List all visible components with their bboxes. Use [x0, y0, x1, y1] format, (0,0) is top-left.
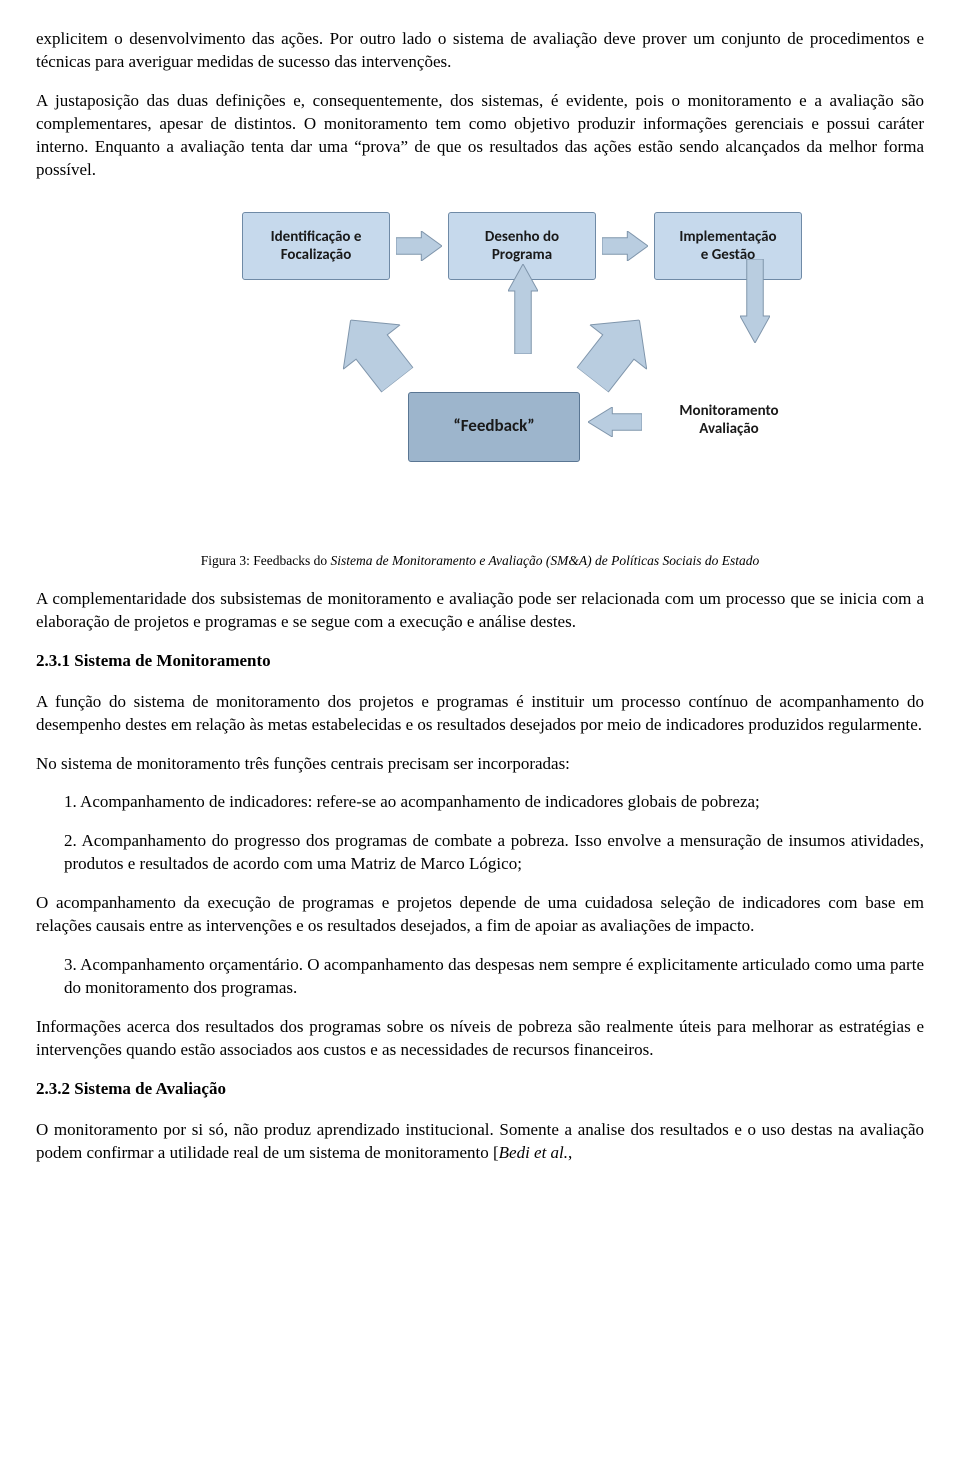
paragraph: A complementaridade dos subsistemas de m… — [36, 588, 924, 634]
paragraph: No sistema de monitoramento três funções… — [36, 753, 924, 776]
flowchart-arrow-a1 — [396, 231, 442, 261]
citation: Bedi et al. — [499, 1143, 568, 1162]
flowchart-diagram: Identificação eFocalizaçãoDesenho doProg… — [160, 202, 800, 542]
flowchart-arrow-a5 — [322, 298, 426, 402]
caption-italic: Sistema de Monitoramento e Avaliação (SM… — [331, 553, 760, 568]
list-item: 3. Acompanhamento orçamentário. O acompa… — [36, 954, 924, 1000]
paragraph: A justaposição das duas definições e, co… — [36, 90, 924, 182]
flowchart-arrow-a6 — [508, 264, 538, 354]
paragraph: O monitoramento por si só, não produz ap… — [36, 1119, 924, 1165]
flowchart-node-identificacao: Identificação eFocalização — [242, 212, 390, 280]
flowchart-node-feedback: “Feedback” — [408, 392, 580, 462]
flowchart-node-monitoramento: MonitoramentoAvaliação — [648, 378, 810, 462]
flowchart-node-implementacao: Implementaçãoe Gestão — [654, 212, 802, 280]
figure-caption: Figura 3: Feedbacks do Sistema de Monito… — [36, 552, 924, 570]
flowchart-arrow-a2 — [602, 231, 648, 261]
paragraph: explicitem o desenvolvimento das ações. … — [36, 28, 924, 74]
section-heading: 2.3.2 Sistema de Avaliação — [36, 1078, 924, 1101]
paragraph: Informações acerca dos resultados dos pr… — [36, 1016, 924, 1062]
caption-lead: Figura 3: Feedbacks do — [201, 553, 331, 568]
list-item: 2. Acompanhamento do progresso dos progr… — [36, 830, 924, 876]
paragraph-text: , — [568, 1143, 572, 1162]
paragraph-text: O monitoramento por si só, não produz ap… — [36, 1120, 924, 1162]
paragraph: O acompanhamento da execução de programa… — [36, 892, 924, 938]
flowchart-arrow-a3 — [740, 259, 770, 343]
flowchart-arrow-a4 — [588, 407, 642, 437]
paragraph: A função do sistema de monitoramento dos… — [36, 691, 924, 737]
section-heading: 2.3.1 Sistema de Monitoramento — [36, 650, 924, 673]
list-item: 1. Acompanhamento de indicadores: refere… — [36, 791, 924, 814]
